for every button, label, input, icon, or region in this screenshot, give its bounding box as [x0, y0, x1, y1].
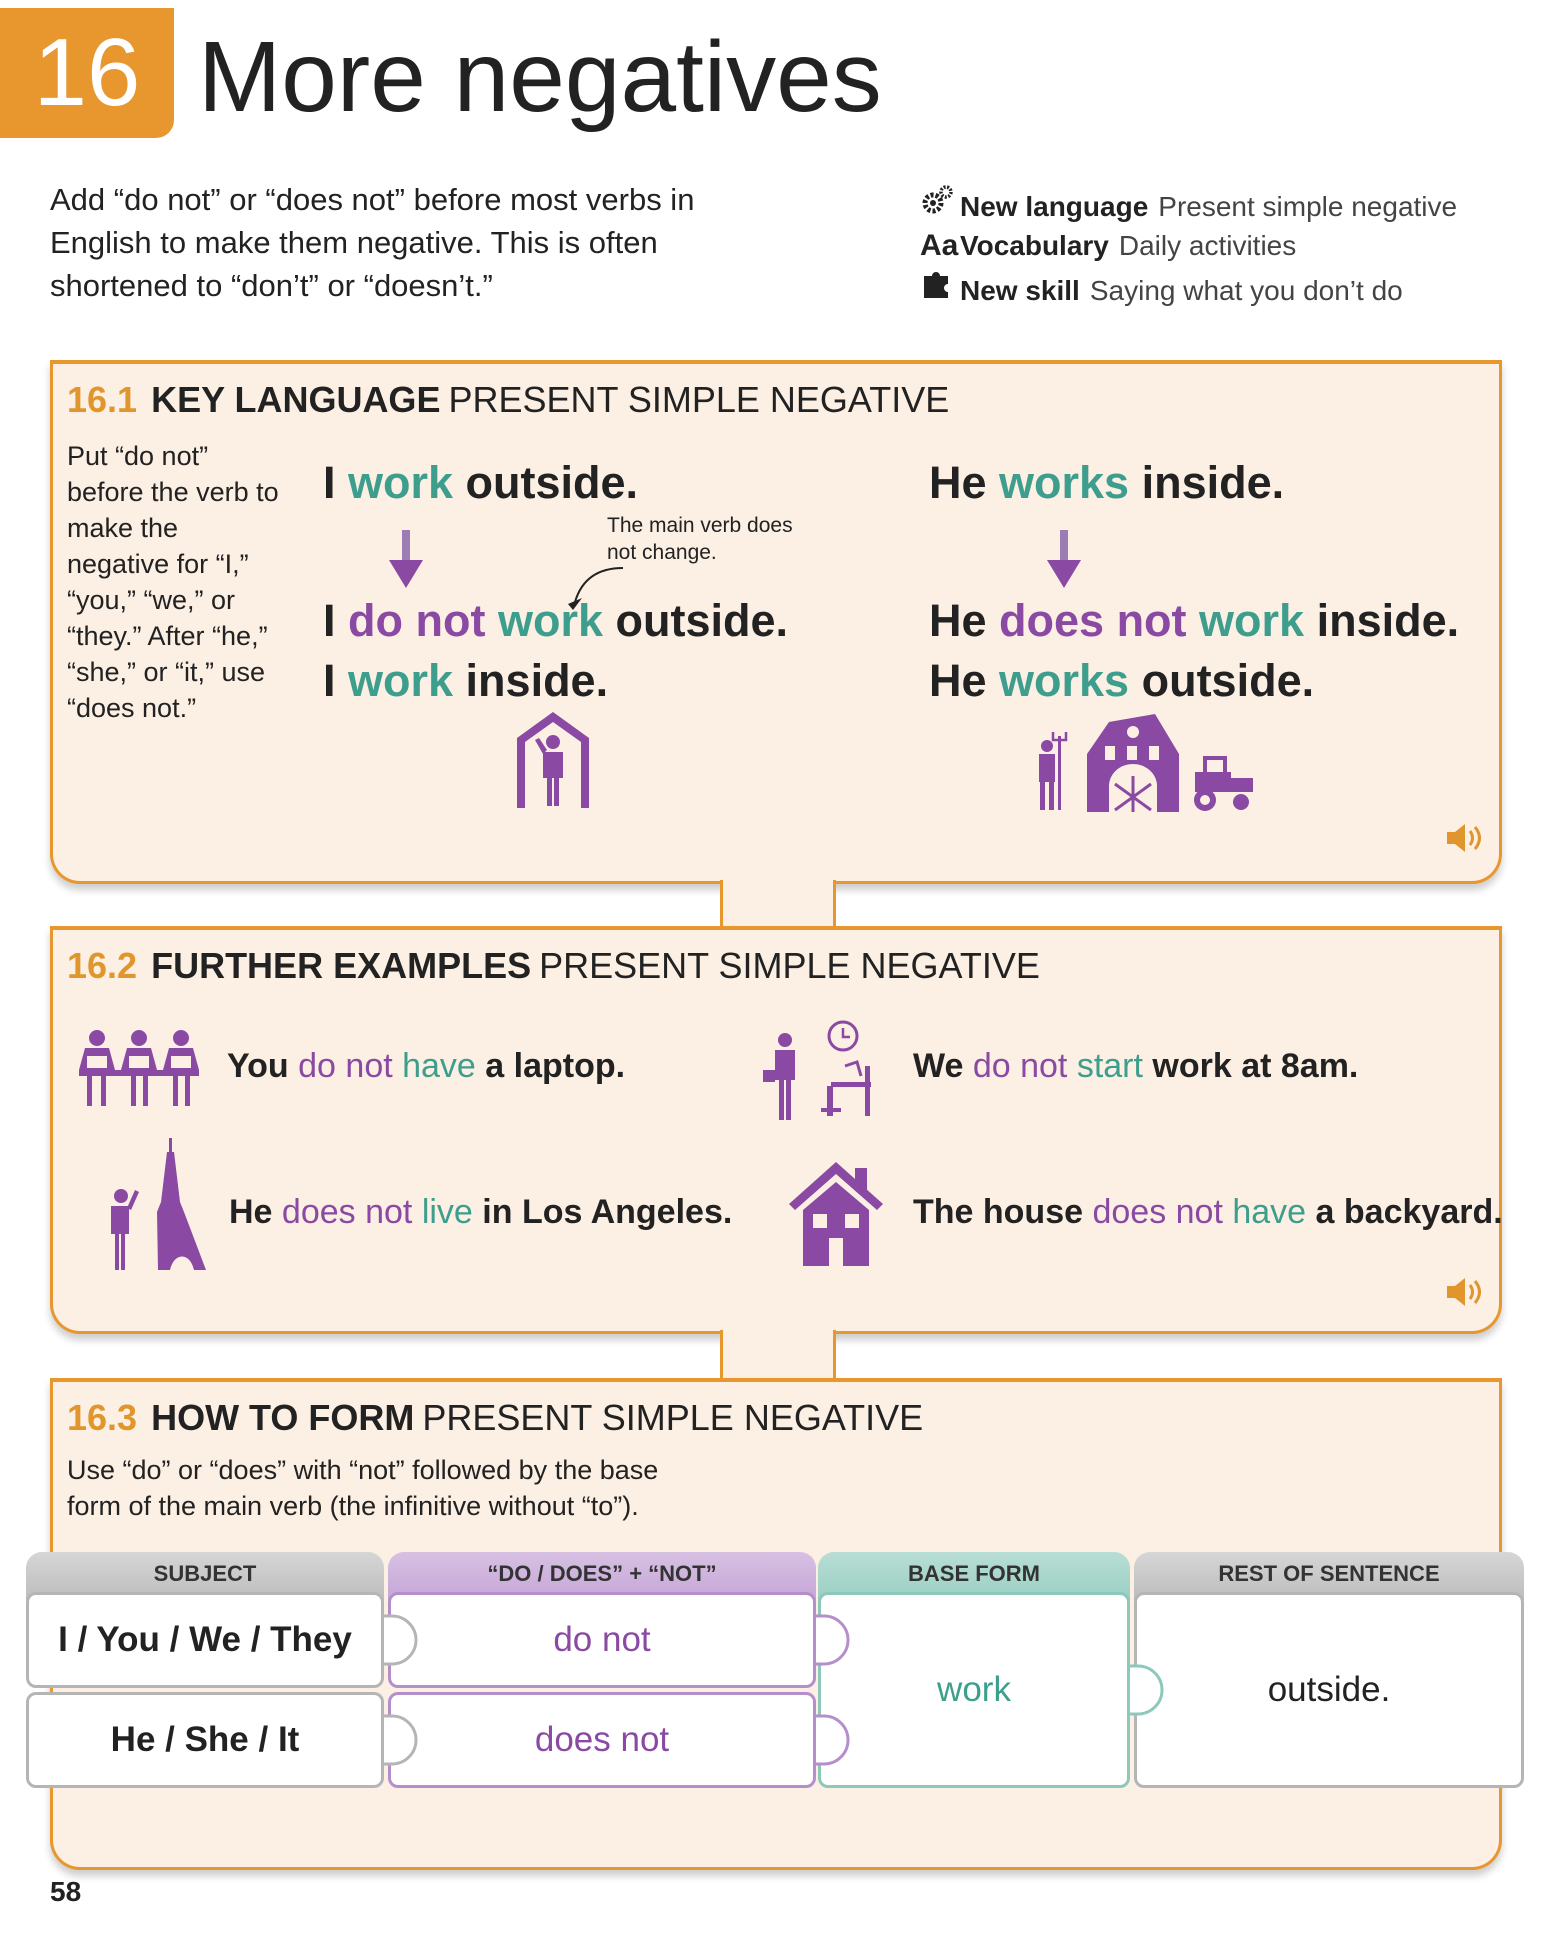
worker-indoors-icon [517, 712, 589, 808]
audio-speaker-icon[interactable] [1445, 820, 1485, 856]
puzzle-icon [920, 268, 960, 311]
audio-speaker-icon[interactable] [1445, 1274, 1485, 1310]
section-key-language: 16.1 KEY LANGUAGE PRESENT SIMPLE NEGATIVE … [50, 360, 1502, 884]
puzzle-tab-icon [1130, 1664, 1164, 1716]
arrow-down-icon [1047, 530, 1081, 588]
example-sentence: I work outside. [323, 457, 639, 508]
house-icon [789, 1162, 883, 1266]
section-heading: 16.1 KEY LANGUAGE PRESENT SIMPLE NEGATIVE [67, 379, 950, 420]
puzzle-tab-icon [816, 1714, 850, 1766]
page-title: More negatives [198, 21, 882, 133]
example-sentence: We do not start work at 8am. [913, 1047, 1359, 1085]
example-sentence: He works outside. [929, 655, 1315, 706]
rest-cell: outside. [1134, 1592, 1524, 1788]
arrow-down-icon [389, 530, 423, 588]
person-eiffel-tower-icon [111, 1138, 206, 1270]
subject-cell: He / She / It [26, 1692, 384, 1788]
puzzle-tab-icon [384, 1714, 418, 1766]
meta-new-skill: New skill Saying what you don’t do [920, 268, 1403, 311]
panel-connector [720, 880, 836, 930]
page-number: 58 [50, 1876, 82, 1907]
intro-text: Add “do not” or “does not” before most v… [50, 182, 695, 303]
subject-cell: I / You / We / They [26, 1592, 384, 1688]
example-sentence: He does not live in Los Angeles. [229, 1193, 733, 1231]
meta-vocabulary: AaVocabulary Daily activities [920, 226, 1296, 266]
negative-sentence: I do not work outside. [323, 595, 789, 646]
section-heading: 16.3 HOW TO FORM PRESENT SIMPLE NEGATIVE [67, 1397, 924, 1438]
meta-new-language: New language Present simple negative [920, 184, 1457, 227]
base-form-cell: work [818, 1592, 1130, 1788]
puzzle-tab-icon [816, 1614, 850, 1666]
panel-connector [720, 1330, 836, 1382]
aux-cell: do not [388, 1592, 816, 1688]
farm-icon [1039, 714, 1253, 812]
aux-cell: does not [388, 1692, 816, 1788]
callout-note: The main verb does not change. [607, 514, 793, 564]
example-sentence: I work inside. [323, 655, 609, 706]
example-sentence: The house does not have a backyard. [913, 1193, 1503, 1231]
explanation-note: Use “do” or “does” with “not” followed b… [67, 1455, 659, 1521]
aa-icon: Aa [920, 229, 959, 262]
example-sentence: He works inside. [929, 457, 1285, 508]
office-clock-icon [763, 1020, 871, 1120]
example-sentence: You do not have a laptop. [227, 1047, 626, 1085]
puzzle-tab-icon [384, 1614, 418, 1666]
chapter-number-tab: 16 [0, 8, 174, 138]
explanation-note: Put “do not” before the verb to make the… [67, 441, 279, 723]
callout-arrow-icon [568, 567, 624, 610]
negative-sentence: He does not work inside. [929, 595, 1460, 646]
section-further-examples: 16.2 FURTHER EXAMPLES PRESENT SIMPLE NEGAT… [50, 926, 1503, 1334]
people-laptops-icon [79, 1030, 199, 1106]
gears-icon [920, 184, 960, 227]
section-heading: 16.2 FURTHER EXAMPLES PRESENT SIMPLE NEGAT… [67, 945, 1040, 986]
column-header-base-form: BASE FORM [818, 1552, 1130, 1600]
